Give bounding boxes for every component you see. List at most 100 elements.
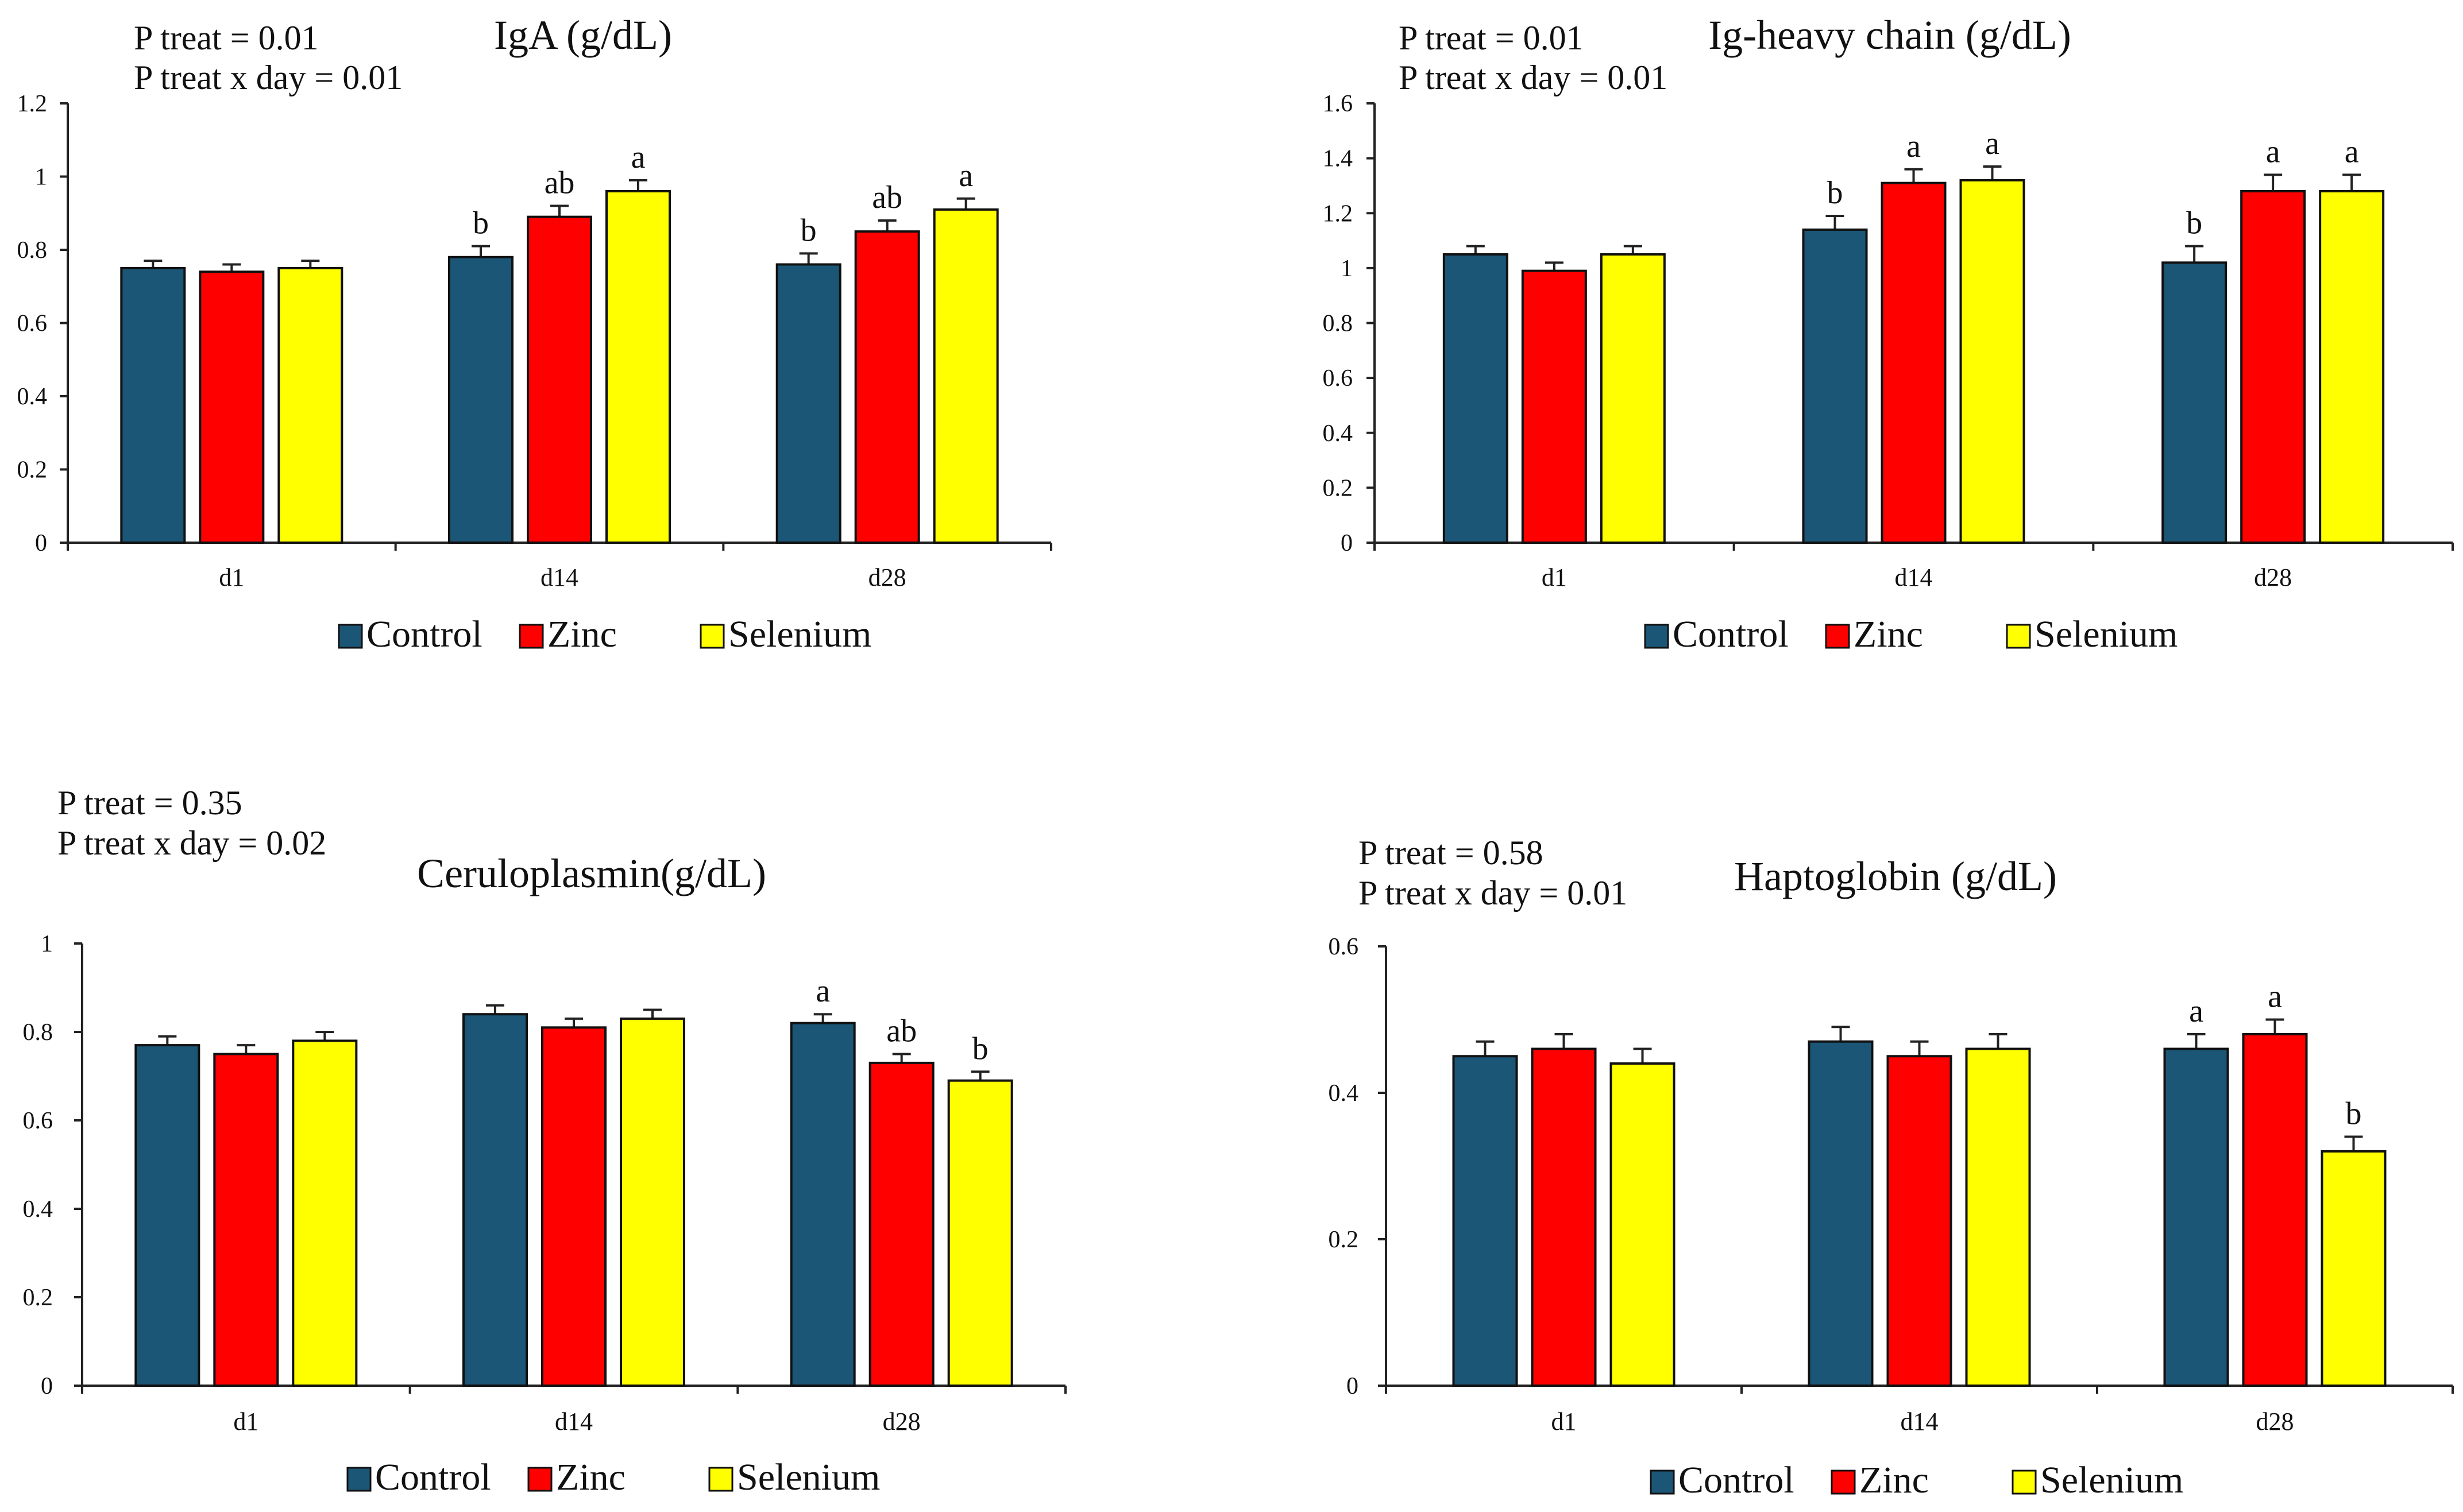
- legend-selenium-swatch: [2006, 624, 2031, 649]
- y-tick-label: 0.6: [17, 311, 48, 337]
- y-tick-label: 0.6: [23, 1108, 53, 1134]
- bar-selenium-d14: [605, 190, 671, 544]
- x-category-label: d1: [233, 1407, 258, 1436]
- y-tick-label: 1: [41, 931, 53, 957]
- legend-control: Control: [375, 1456, 491, 1498]
- legend-selenium-swatch: [708, 1467, 734, 1492]
- legend-zinc-swatch: [1825, 624, 1850, 649]
- legend-selenium-swatch: [2012, 1470, 2037, 1495]
- y-tick-label: 0: [41, 1373, 53, 1399]
- p-value-label: P treat = 0.01: [1399, 19, 1584, 57]
- bar-selenium-d28: [2321, 1150, 2387, 1387]
- legend-control-swatch: [1644, 624, 1669, 649]
- significance-letter: b: [1827, 175, 1843, 211]
- x-category-label: d1: [219, 563, 244, 591]
- legend-zinc: Zinc: [1854, 613, 1923, 655]
- bar-control-d28: [2161, 261, 2227, 544]
- bar-control-d1: [1442, 253, 1508, 544]
- significance-letter: a: [2266, 134, 2280, 169]
- legend-zinc-swatch: [527, 1467, 553, 1492]
- bar-selenium-d28: [933, 208, 999, 544]
- y-tick-label: 0.6: [1329, 934, 1359, 960]
- y-tick-label: 0.4: [1323, 420, 1353, 447]
- chart-panel-1: P treat = 0.01P treat x day = 0.01 IgA (g…: [17, 12, 1052, 655]
- significance-letter: b: [801, 212, 817, 248]
- y-tick-label: 0.4: [1329, 1080, 1359, 1107]
- bar-control-d14: [1802, 228, 1868, 544]
- significance-letter: a: [1906, 129, 1921, 164]
- bar-selenium-d1: [1609, 1062, 1676, 1387]
- legend-selenium: Selenium: [728, 613, 871, 655]
- y-tick-label: 0: [1346, 1373, 1358, 1399]
- x-category-label: d28: [2254, 563, 2292, 591]
- y-tick-label: 1: [1341, 256, 1353, 282]
- bar-zinc-d28: [854, 230, 920, 544]
- legend-zinc: Zinc: [556, 1456, 626, 1498]
- significance-letter: b: [972, 1031, 989, 1066]
- significance-letter: b: [473, 206, 489, 241]
- y-tick-label: 0.6: [1323, 365, 1353, 392]
- p-value-label: P treat = 0.58: [1358, 834, 1543, 872]
- significance-letter: a: [2268, 979, 2282, 1015]
- legend-selenium: Selenium: [737, 1456, 880, 1498]
- y-tick-label: 1.2: [1323, 200, 1353, 227]
- legend-control-swatch: [338, 624, 363, 649]
- y-tick-label: 0.8: [1323, 311, 1353, 337]
- bar-control-d28: [790, 1022, 856, 1387]
- legend-zinc-swatch: [519, 624, 544, 649]
- y-tick-label: 0: [35, 530, 47, 556]
- significance-letter: a: [816, 973, 830, 1009]
- y-tick-label: 1.4: [1323, 146, 1353, 172]
- legend-selenium: Selenium: [2035, 613, 2178, 655]
- p-value-label: P treat = 0.35: [57, 784, 242, 822]
- x-category-label: d14: [1895, 563, 1933, 591]
- x-category-label: d14: [555, 1407, 593, 1436]
- y-tick-label: 0.2: [1323, 475, 1353, 501]
- significance-letter: a: [959, 158, 973, 194]
- chart-title: IgA (g/dL): [494, 12, 672, 58]
- bar-selenium-d14: [1959, 179, 2025, 544]
- significance-letter: a: [1985, 126, 1999, 161]
- y-tick-label: 1: [35, 164, 47, 191]
- bar-zinc-d14: [1881, 181, 1947, 544]
- x-category-label: d1: [1551, 1407, 1577, 1436]
- y-tick-label: 1.2: [17, 91, 48, 117]
- bar-control-d14: [462, 1013, 528, 1387]
- bar-zinc-d14: [527, 215, 592, 544]
- x-category-label: d28: [2256, 1407, 2294, 1436]
- x-category-label: d28: [868, 563, 906, 591]
- x-category-label: d14: [541, 563, 578, 591]
- legend-zinc-swatch: [1831, 1470, 1856, 1495]
- x-category-label: d28: [883, 1407, 921, 1436]
- legend-zinc: Zinc: [547, 613, 617, 655]
- x-category-label: d14: [1901, 1407, 1939, 1436]
- legend-selenium-swatch: [700, 624, 725, 649]
- significance-letter: ab: [872, 180, 902, 215]
- chart-panel-2: P treat = 0.01P treat x day = 0.01 Ig-hea…: [1323, 12, 2454, 655]
- legend-selenium: Selenium: [2040, 1459, 2183, 1501]
- chart-title: Ig-heavy chain (g/dL): [1708, 12, 2071, 58]
- chart-title: Haptoglobin (g/dL): [1734, 853, 2057, 899]
- bar-selenium-d1: [277, 266, 343, 544]
- bar-control-d14: [1808, 1040, 1874, 1387]
- bar-selenium-d14: [620, 1017, 685, 1387]
- p-value-label: P treat x day = 0.01: [1358, 874, 1627, 912]
- bar-zinc-d14: [541, 1026, 607, 1387]
- y-tick-label: 0.2: [17, 457, 48, 484]
- significance-letter: ab: [886, 1014, 917, 1049]
- y-tick-label: 0.2: [23, 1285, 53, 1311]
- bar-control-d1: [1452, 1055, 1518, 1387]
- significance-letter: a: [2345, 134, 2359, 169]
- x-category-label: d1: [1542, 563, 1567, 591]
- y-tick-label: 0.4: [23, 1196, 53, 1223]
- legend-zinc: Zinc: [1859, 1459, 1929, 1501]
- y-tick-label: 0.8: [23, 1019, 53, 1046]
- significance-letter: a: [2189, 993, 2203, 1029]
- legend-control: Control: [366, 613, 482, 655]
- bar-control-d1: [134, 1044, 200, 1387]
- legend-control: Control: [1673, 613, 1789, 655]
- y-tick-label: 0.2: [1329, 1227, 1359, 1253]
- legend-control-swatch: [1650, 1470, 1675, 1495]
- chart-title: Ceruloplasmin(g/dL): [417, 850, 766, 896]
